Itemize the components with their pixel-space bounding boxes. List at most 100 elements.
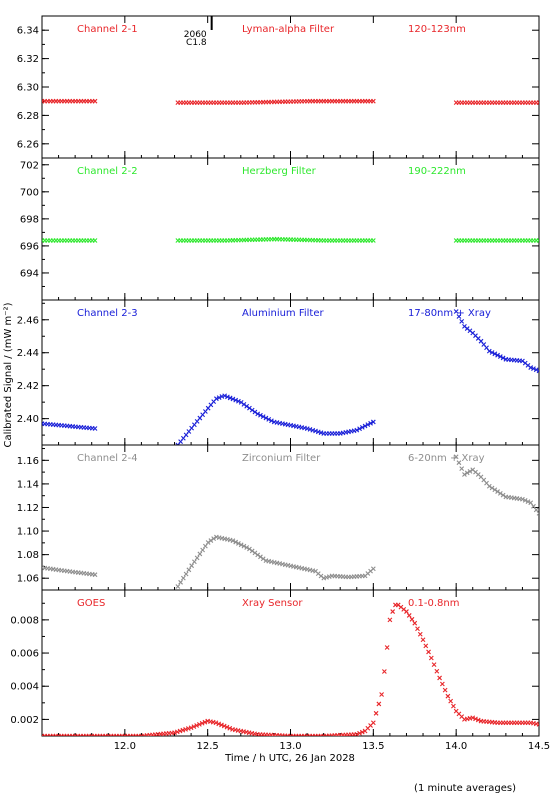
data-point bbox=[368, 420, 373, 426]
panel-label: 6-20nm + Xray bbox=[408, 453, 485, 464]
data-point bbox=[475, 717, 481, 723]
data-point bbox=[533, 367, 539, 373]
data-point bbox=[431, 662, 437, 668]
data-point bbox=[191, 559, 197, 565]
panel-label: 17-80nm + Xray bbox=[408, 308, 491, 319]
data-point bbox=[233, 397, 239, 403]
data-point bbox=[404, 609, 409, 614]
data-point bbox=[92, 98, 98, 104]
data-point bbox=[244, 545, 250, 550]
data-point bbox=[354, 731, 360, 736]
data-point bbox=[211, 536, 217, 541]
data-point bbox=[486, 483, 492, 489]
data-point bbox=[230, 538, 236, 544]
data-point bbox=[188, 725, 194, 731]
panel-4: 1.06 1.08 1.10 1.12 1.14 1.16 Channel 2-4 Zirco… bbox=[17, 444, 540, 591]
data-point bbox=[365, 422, 371, 428]
data-point bbox=[241, 543, 247, 549]
data-point bbox=[92, 426, 98, 431]
y-tick-label: 2.42 bbox=[17, 381, 39, 392]
panel-5: 0.002 0.004 0.006 0.008 12.0 12.5 13.0 13.5 14.0… bbox=[10, 589, 550, 752]
data-point bbox=[415, 626, 420, 632]
data-point bbox=[384, 645, 390, 650]
data-point bbox=[183, 571, 189, 577]
y-tick-label: 2.46 bbox=[17, 315, 39, 326]
data-point bbox=[194, 723, 200, 728]
data-point bbox=[531, 366, 536, 372]
panel-label: Herzberg Filter bbox=[242, 166, 317, 177]
data-point bbox=[381, 669, 387, 674]
panel-label: Lyman-alpha Filter bbox=[242, 24, 335, 35]
data-point bbox=[489, 485, 495, 491]
panel-frame bbox=[41, 589, 540, 737]
x-tick-label: 13.0 bbox=[279, 741, 301, 752]
panel-frame bbox=[41, 444, 540, 591]
y-tick-label: 700 bbox=[20, 187, 39, 198]
data-point bbox=[495, 489, 500, 494]
data-point bbox=[406, 613, 412, 618]
y-tick-label: 6.32 bbox=[17, 54, 39, 65]
data-point bbox=[525, 499, 531, 504]
y-tick-label: 0.004 bbox=[10, 682, 39, 693]
data-point bbox=[266, 416, 272, 422]
data-point bbox=[462, 472, 467, 477]
y-tick-label: 6.34 bbox=[17, 26, 39, 37]
y-tick-label: 1.16 bbox=[17, 456, 39, 467]
data-point bbox=[200, 547, 206, 553]
data-point bbox=[196, 721, 202, 727]
data-point bbox=[426, 649, 431, 655]
data-point bbox=[216, 395, 222, 400]
data-point bbox=[423, 643, 429, 649]
panel-label: 120-123nm bbox=[408, 24, 466, 35]
y-tick-label: 702 bbox=[20, 160, 39, 171]
panel-label: Channel 2-4 bbox=[77, 453, 138, 464]
data-point bbox=[500, 492, 506, 498]
series-2 bbox=[42, 236, 539, 243]
data-point bbox=[464, 470, 470, 476]
data-point bbox=[194, 555, 200, 561]
data-point bbox=[459, 466, 465, 471]
data-point bbox=[208, 538, 214, 543]
data-point bbox=[222, 393, 228, 399]
data-point bbox=[252, 550, 258, 556]
panel-label: 190-222nm bbox=[408, 166, 466, 177]
data-point bbox=[373, 710, 379, 716]
data-point bbox=[362, 423, 368, 429]
panel-2: 694 696 698 700 702 Channel 2-2 Herzberg Filte… bbox=[20, 157, 540, 301]
data-point bbox=[357, 426, 362, 432]
data-point bbox=[236, 398, 241, 404]
data-point bbox=[467, 468, 473, 474]
data-point bbox=[255, 411, 261, 417]
data-point bbox=[260, 556, 266, 562]
data-point bbox=[453, 309, 459, 314]
data-point bbox=[236, 541, 241, 546]
y-axis-label: Calibrated Signal / (mW m⁻²) bbox=[3, 302, 14, 447]
data-point bbox=[224, 724, 230, 730]
data-point bbox=[528, 365, 534, 370]
panel-label: Channel 2-1 bbox=[77, 24, 138, 35]
data-point bbox=[489, 350, 495, 355]
panel-frame bbox=[41, 15, 540, 159]
data-point bbox=[238, 400, 244, 405]
data-point bbox=[359, 425, 365, 430]
data-point bbox=[178, 579, 183, 585]
data-point bbox=[180, 575, 186, 581]
panel-label: Aluminium Filter bbox=[242, 308, 325, 319]
footnote: (1 minute averages) bbox=[414, 783, 516, 794]
y-tick-label: 1.12 bbox=[17, 503, 39, 514]
data-point bbox=[453, 454, 459, 460]
data-point bbox=[437, 675, 442, 681]
data-point bbox=[536, 100, 539, 106]
data-point bbox=[486, 348, 492, 354]
data-point bbox=[370, 419, 376, 425]
panel-label: GOES bbox=[77, 598, 105, 609]
data-point bbox=[387, 617, 393, 623]
series-3 bbox=[42, 309, 539, 445]
x-tick-label: 14.0 bbox=[445, 741, 467, 752]
data-point bbox=[202, 543, 208, 549]
panel-label: Xray Sensor bbox=[242, 598, 303, 609]
x-tick-label: 12.5 bbox=[197, 741, 219, 752]
panels: 6.26 6.28 6.30 6.32 6.34 Channel 2-1 Lyman-alp… bbox=[10, 15, 550, 752]
data-point bbox=[213, 720, 219, 726]
data-point bbox=[492, 351, 498, 357]
